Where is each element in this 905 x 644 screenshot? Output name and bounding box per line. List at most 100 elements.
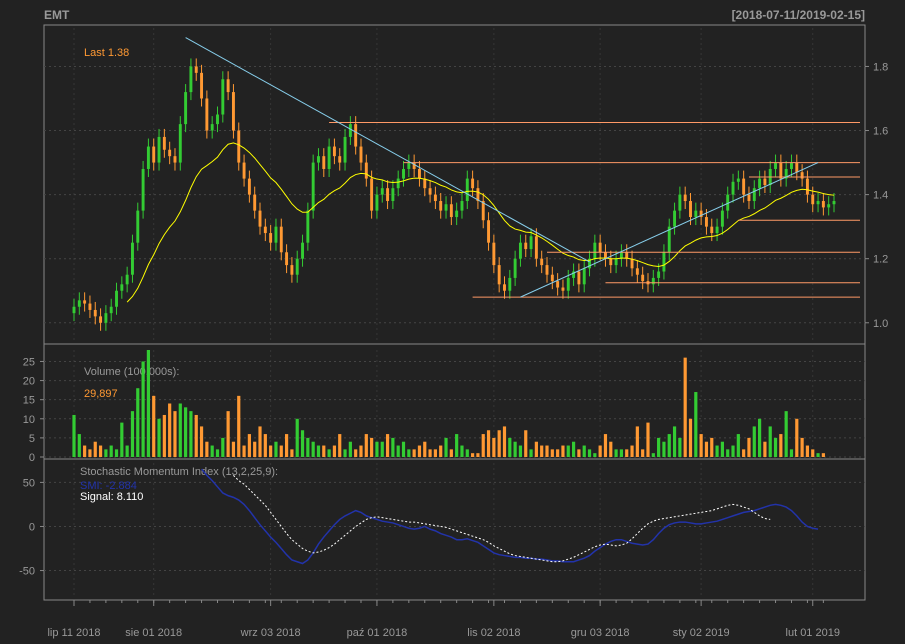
volume-bar (77, 434, 81, 457)
volume-bar (364, 434, 368, 457)
price-panel: Last 1.38 (72, 37, 860, 331)
volume-y-tick-label: 5 (29, 433, 35, 445)
candle-body (120, 284, 124, 291)
price-y-tick-label: 1.4 (873, 190, 888, 202)
volume-bar (300, 430, 305, 457)
candle-body (109, 306, 113, 314)
candle-body (455, 210, 459, 218)
candle-body (157, 136, 161, 163)
candle-body (141, 168, 145, 211)
candle-body (572, 271, 576, 278)
volume-bar (603, 434, 608, 457)
candle-body (662, 252, 666, 272)
volume-bar (423, 441, 427, 457)
candle-body (444, 204, 448, 211)
candle-body (609, 258, 613, 266)
volume-bar (768, 426, 772, 457)
volume-bar (391, 437, 395, 457)
candle-body (231, 92, 235, 131)
candle-body (237, 130, 241, 163)
volume-bar (731, 445, 735, 457)
candle-body (593, 242, 597, 259)
volume-bar (231, 441, 236, 457)
volume-bar (120, 422, 124, 457)
candle-body (104, 313, 108, 323)
candle-body (412, 162, 416, 169)
candle-body (216, 114, 219, 125)
volume-y-tick-label: 0 (29, 452, 35, 464)
candle-body (487, 220, 491, 243)
candle-body (534, 236, 538, 259)
volume-bar (449, 449, 453, 457)
candle-body (99, 316, 103, 323)
volume-bar (439, 445, 443, 457)
volume-bar (385, 434, 390, 457)
volume-bar (524, 430, 528, 457)
volume-bar (152, 395, 156, 457)
candle-body (588, 258, 591, 269)
x-tick-label: sie 01 2018 (125, 627, 182, 639)
price-y-tick-label: 1.2 (873, 254, 888, 266)
candle-body (396, 178, 400, 189)
candle-body (168, 149, 172, 157)
candle-body (407, 162, 411, 169)
volume-bar (699, 434, 703, 457)
volume-bar (401, 441, 406, 457)
volume-bar (370, 437, 374, 457)
candle-body (428, 188, 432, 195)
candle-body (364, 162, 368, 179)
candle-body (577, 271, 581, 285)
volume-bar (486, 430, 491, 457)
volume-bar (210, 445, 214, 457)
candle-body (189, 66, 193, 93)
volume-bar (311, 441, 315, 457)
candle-body (359, 146, 363, 163)
volume-bar (284, 434, 289, 457)
signal-line (233, 474, 771, 563)
x-tick-label: lip 11 2018 (47, 627, 100, 639)
candle-body (540, 258, 544, 266)
candle-body (503, 284, 506, 291)
signal-value-label: Signal: 8.110 (80, 491, 143, 503)
candle-body (162, 136, 166, 150)
candle-body (258, 210, 262, 227)
candle-body (827, 204, 831, 208)
candle-body (279, 226, 283, 253)
candle-body (795, 162, 799, 173)
candle-body (604, 252, 607, 259)
candle-body (582, 268, 586, 285)
volume-bar (295, 418, 299, 457)
volume-bar (566, 445, 570, 457)
candle-body (173, 156, 177, 163)
volume-bar (678, 437, 682, 457)
volume-bar (641, 449, 645, 457)
candle-body (88, 303, 92, 310)
candle-body (221, 79, 225, 115)
candle-body (657, 271, 661, 278)
volume-bar (130, 411, 135, 457)
volume-bar (375, 441, 379, 457)
candle-body (790, 162, 793, 169)
volume-bar (619, 449, 624, 457)
volume-bar (747, 437, 751, 457)
volume-bar (253, 441, 257, 457)
volume-bar (518, 445, 523, 457)
volume-bar (821, 453, 825, 457)
candle-body (614, 258, 618, 266)
volume-bar (274, 441, 278, 457)
volume-bar (125, 445, 129, 457)
volume-bar (93, 441, 97, 457)
volume-bar (795, 418, 799, 457)
candle-body (779, 162, 783, 179)
candle-body (619, 252, 623, 259)
candle-body (460, 201, 464, 211)
candle-body (699, 210, 703, 218)
candle-body (317, 156, 320, 163)
candle-body (417, 168, 421, 179)
candle-body (348, 124, 352, 137)
volume-bar (173, 411, 177, 457)
candle-body (72, 306, 76, 314)
volume-bar (269, 445, 273, 457)
ema-line (126, 142, 835, 303)
